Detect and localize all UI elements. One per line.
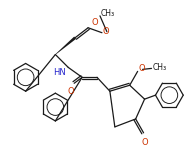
Text: O: O	[91, 18, 98, 27]
Polygon shape	[55, 37, 76, 55]
Text: O: O	[141, 138, 148, 147]
Text: HN: HN	[53, 68, 66, 77]
Text: O: O	[68, 87, 74, 96]
Text: O: O	[139, 64, 145, 73]
Text: CH₃: CH₃	[101, 9, 115, 18]
Text: O: O	[103, 27, 110, 36]
Text: CH₃: CH₃	[152, 63, 167, 72]
